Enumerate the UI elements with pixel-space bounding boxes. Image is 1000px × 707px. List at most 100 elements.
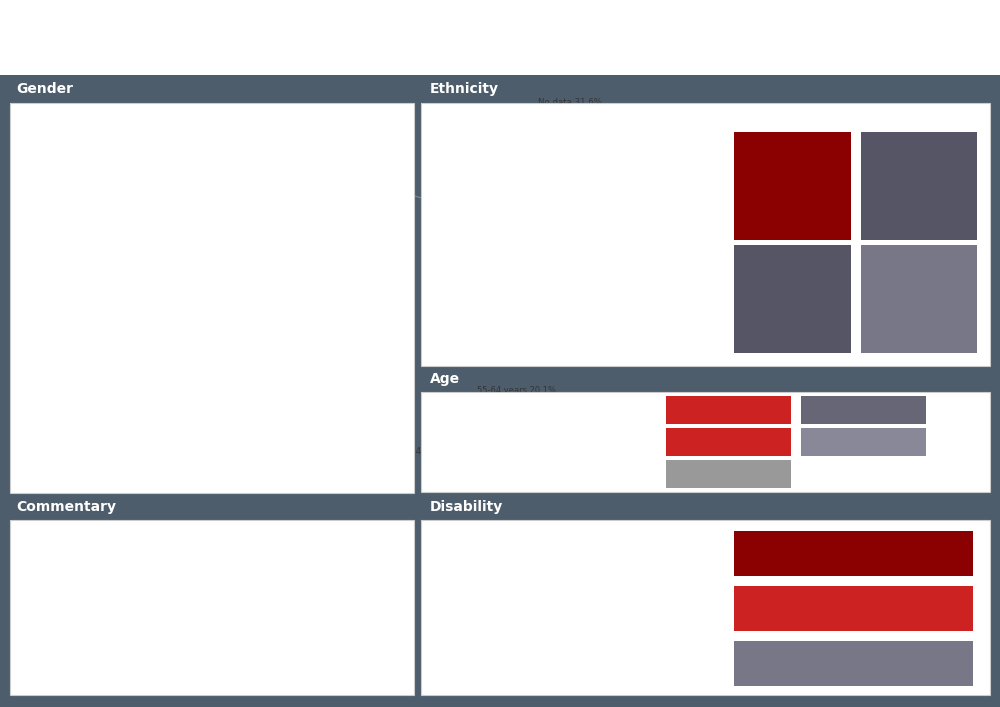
Text: AGE:: AGE:: [18, 648, 39, 657]
Wedge shape: [552, 253, 638, 329]
Text: vs YOY: vs YOY: [677, 418, 700, 423]
FancyBboxPatch shape: [666, 396, 791, 402]
Text: 1.2%pt: 1.2%pt: [332, 212, 359, 221]
Text: vs prev qtr: vs prev qtr: [351, 326, 388, 332]
Text: data to get more detailed analysis at BU, contract and role level.: data to get more detailed analysis at BU…: [18, 576, 273, 585]
FancyBboxPatch shape: [221, 405, 289, 435]
Text: 1.2%pt: 1.2%pt: [669, 443, 708, 452]
Polygon shape: [791, 305, 824, 337]
Polygon shape: [321, 284, 329, 291]
FancyBboxPatch shape: [861, 132, 977, 156]
Polygon shape: [897, 175, 927, 204]
Text: vs YOY: vs YOY: [677, 481, 700, 488]
Text: vs prev qtr: vs prev qtr: [928, 224, 966, 230]
Text: remains to ensure we are capturing pre-employment and other OH assessments corre: remains to ensure we are capturing pre-e…: [18, 636, 372, 645]
Wedge shape: [568, 624, 596, 636]
FancyBboxPatch shape: [252, 304, 289, 333]
Text: vs prev qtr: vs prev qtr: [876, 567, 917, 576]
Text: who are chosing not to declare their ethnicity.  However, we still have 31.6% of: who are chosing not to declare their eth…: [18, 600, 373, 609]
Polygon shape: [671, 468, 706, 477]
Text: 75.0%: 75.0%: [167, 365, 198, 374]
Polygon shape: [321, 407, 329, 414]
FancyBboxPatch shape: [734, 132, 851, 156]
Text: vs target: vs target: [351, 192, 381, 198]
FancyBboxPatch shape: [242, 130, 247, 133]
Text: Ethnicity: Ethnicity: [430, 82, 499, 96]
Text: 0.6%pt: 0.6%pt: [804, 443, 843, 452]
FancyBboxPatch shape: [734, 530, 973, 541]
Text: vs YOY: vs YOY: [677, 450, 700, 455]
Text: -0.1%pt: -0.1%pt: [865, 411, 908, 421]
Text: 0.4%pt: 0.4%pt: [332, 173, 360, 182]
Polygon shape: [862, 175, 892, 204]
Text: -2.6%pt: -2.6%pt: [731, 179, 774, 189]
Text: 0.1%pt: 0.1%pt: [332, 233, 360, 243]
Text: 3.4%pt: 3.4%pt: [332, 191, 360, 200]
Text: vs target: vs target: [897, 224, 928, 230]
Polygon shape: [230, 132, 259, 154]
Text: 0.2%pt: 0.2%pt: [669, 474, 708, 484]
FancyBboxPatch shape: [215, 202, 289, 232]
Polygon shape: [874, 438, 911, 445]
FancyBboxPatch shape: [119, 354, 246, 384]
Text: 0.0%pt: 0.0%pt: [876, 557, 917, 567]
Text: vs YOY: vs YOY: [812, 450, 835, 455]
Text: 0.0%pt: 0.0%pt: [332, 375, 360, 384]
Text: 39.1%: 39.1%: [239, 416, 271, 424]
Polygon shape: [932, 165, 962, 194]
Text: 41-54 years: 41-54 years: [836, 395, 892, 404]
Text: 25.0%: 25.0%: [252, 365, 283, 374]
Text: where no data has been captured.: where no data has been captured.: [18, 612, 153, 621]
Polygon shape: [806, 436, 841, 444]
Text: <25 years: <25 years: [704, 395, 752, 404]
Text: 58.9%: 58.9%: [154, 416, 186, 424]
Text: 56.8%: 56.8%: [152, 162, 183, 171]
Polygon shape: [322, 376, 331, 384]
Text: 21.4%: 21.4%: [255, 314, 286, 323]
Text: vs YOY: vs YOY: [764, 677, 790, 686]
Text: -0.2%pt: -0.2%pt: [667, 411, 710, 421]
Text: Not disabled: Not disabled: [821, 586, 886, 595]
Text: Age: Age: [430, 372, 460, 386]
Polygon shape: [321, 425, 329, 433]
Polygon shape: [321, 262, 329, 270]
Text: EMT: EMT: [86, 314, 107, 323]
Text: vs prev qtr: vs prev qtr: [351, 428, 388, 433]
Text: vs YOY: vs YOY: [351, 214, 374, 220]
Text: vs prev qtr: vs prev qtr: [914, 347, 955, 356]
Text: vs prev qtr: vs prev qtr: [867, 450, 905, 455]
Text: 43.2%: 43.2%: [236, 162, 268, 171]
Text: vs YOY: vs YOY: [866, 224, 889, 230]
Text: -5.8%pt: -5.8%pt: [754, 612, 800, 622]
FancyBboxPatch shape: [119, 405, 221, 435]
FancyBboxPatch shape: [215, 152, 289, 181]
Text: 1.3%pt: 1.3%pt: [876, 612, 917, 622]
Text: 0.7%pt: 0.7%pt: [332, 151, 360, 160]
Text: UK & Europe Diversity and Inclusion Update: UK & Europe Diversity and Inclusion Upda…: [14, 22, 566, 42]
Text: vs prev qtr: vs prev qtr: [787, 235, 828, 244]
Text: No data: No data: [834, 641, 873, 650]
Polygon shape: [791, 182, 824, 213]
Text: 55-64 years 20.1%: 55-64 years 20.1%: [477, 386, 556, 441]
Polygon shape: [739, 469, 775, 477]
Text: -0.2%pt: -0.2%pt: [858, 204, 897, 212]
Polygon shape: [869, 407, 904, 415]
FancyBboxPatch shape: [119, 202, 215, 232]
Text: 25-40 years: 25-40 years: [700, 426, 756, 436]
Text: vs target: vs target: [351, 406, 381, 412]
Text: -1.8%pt: -1.8%pt: [892, 204, 932, 212]
Polygon shape: [733, 404, 768, 412]
Text: White: White: [777, 140, 807, 148]
Wedge shape: [478, 549, 596, 672]
Text: 0.1%pt: 0.1%pt: [332, 284, 360, 293]
FancyBboxPatch shape: [666, 428, 791, 434]
Polygon shape: [671, 436, 706, 444]
Wedge shape: [548, 421, 570, 463]
Text: No data: No data: [899, 252, 939, 262]
Text: Non-white: Non-white: [893, 140, 945, 148]
Text: young workers.: young workers.: [18, 672, 78, 681]
Text: This is the first report for the new combined UK&E division. Historical data for: This is the first report for the new com…: [18, 529, 356, 538]
Polygon shape: [744, 603, 810, 617]
Text: 19.9%: 19.9%: [256, 263, 288, 272]
FancyBboxPatch shape: [119, 152, 215, 181]
